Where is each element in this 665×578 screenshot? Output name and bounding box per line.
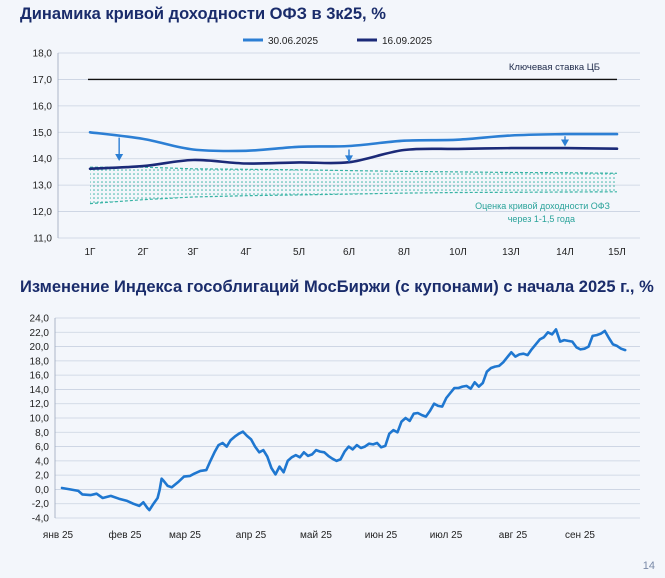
x-tick-label: 6Л xyxy=(343,247,355,258)
x-tick-label: 3Г xyxy=(188,247,200,258)
y-tick-label: 18,0 xyxy=(33,49,53,60)
shift-arrow-head xyxy=(561,139,569,147)
x-tick-label: 5Л xyxy=(293,247,305,258)
forecast-band-area xyxy=(90,167,617,204)
page-number: 14 xyxy=(642,560,655,572)
legend-label-series-2: 16.09.2025 xyxy=(382,36,432,47)
forecast-label-line2: через 1-1,5 года xyxy=(508,214,575,224)
y-tick-label: 11,0 xyxy=(33,234,52,245)
shift-arrow-head xyxy=(345,155,353,163)
y-tick-label: 14,0 xyxy=(33,154,53,165)
series-line-1 xyxy=(88,130,619,153)
y-tick-label: 17,0 xyxy=(33,75,53,86)
y-tick-label: 12,0 xyxy=(33,207,53,218)
x-tick-label: 4Г xyxy=(241,247,253,258)
forecast-band-lower xyxy=(89,191,618,205)
x-tick-label: 10Л xyxy=(449,247,467,258)
chart2-title: Изменение Индекса гособлигаций МосБиржи … xyxy=(20,278,654,296)
x-tick-label: 15Л xyxy=(608,247,626,258)
chart1-title: Динамика кривой доходности ОФЗ в 3к25, % xyxy=(20,5,386,23)
y-tick-label: 16,0 xyxy=(33,101,53,112)
forecast-band-upper xyxy=(90,166,618,174)
x-tick-label: 13Л xyxy=(502,247,520,258)
x-tick-label: 2Г xyxy=(138,247,150,258)
key-rate-label: Ключевая ставка ЦБ xyxy=(509,62,600,73)
y-tick-label: 15,0 xyxy=(33,128,53,139)
shift-arrow-head xyxy=(115,154,124,162)
legend-label-series-1: 30.06.2025 xyxy=(268,36,318,47)
forecast-label-line1: Оценка кривой доходности ОФЗ xyxy=(475,201,610,211)
y-tick-label: 13,0 xyxy=(33,181,53,192)
x-tick-label: 14Л xyxy=(556,247,574,258)
x-tick-label: 1Г xyxy=(85,247,97,258)
x-tick-label: 8Л xyxy=(398,247,410,258)
